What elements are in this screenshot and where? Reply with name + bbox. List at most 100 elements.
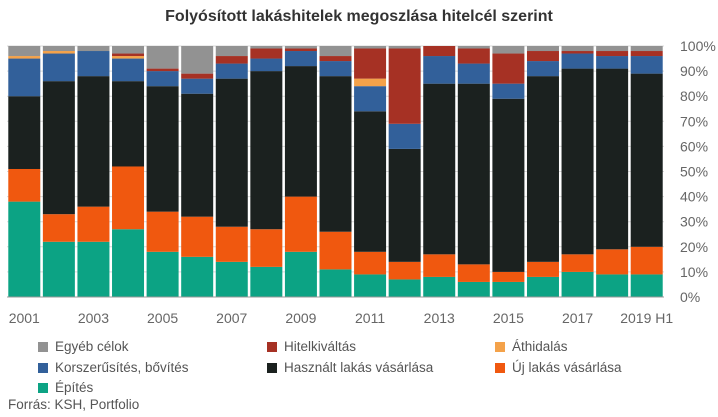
bar-segment [319, 269, 352, 297]
bar-segment [492, 83, 525, 99]
y-tick-label: 50% [680, 164, 708, 180]
bar-segment [354, 251, 387, 275]
bar-segment [457, 83, 490, 265]
bar-segment [8, 201, 41, 297]
bar-segment [77, 51, 110, 77]
bar-segment [42, 53, 75, 82]
bar-segment [8, 46, 41, 57]
bar-segment [250, 58, 283, 72]
bar-segment [492, 53, 525, 84]
bar-segment [42, 46, 75, 52]
bar-segment [250, 71, 283, 230]
bar-segment [112, 58, 145, 82]
y-tick-label: 80% [680, 88, 708, 104]
bar-segment [423, 83, 456, 255]
y-tick-label: 20% [680, 239, 708, 255]
legend-item-egyeb-celok: Egyéb célok [38, 339, 129, 354]
bar-segment [215, 261, 248, 297]
bar-segment [146, 71, 179, 87]
bar-segment [457, 46, 490, 49]
legend-swatch-korszerusites [38, 362, 48, 373]
bar-segment [215, 46, 248, 57]
bar-segment [354, 111, 387, 252]
bar-segment [423, 254, 456, 277]
bar-segment [146, 68, 179, 72]
bar-segment [388, 279, 421, 297]
y-tick-label: 90% [680, 63, 708, 79]
legend-swatch-athidalas [495, 341, 505, 352]
legend-label-egyeb-celok: Egyéb célok [55, 339, 129, 354]
bar-segment [42, 241, 75, 297]
bar-segment [596, 46, 629, 52]
bar-segment [250, 266, 283, 297]
bar-segment [423, 56, 456, 84]
bar-segment [561, 254, 594, 272]
bar-segment [561, 46, 594, 52]
bar-segment [146, 211, 179, 252]
x-tick-label: 2009 [285, 310, 316, 326]
bar-segment [319, 56, 352, 62]
bar-segment [561, 68, 594, 255]
bar-segment [596, 51, 629, 57]
bar-segment [319, 76, 352, 232]
bar-segment [8, 58, 41, 97]
bar-segment [388, 48, 421, 124]
x-tick-label: 2017 [562, 310, 593, 326]
bar-segment [42, 214, 75, 242]
legend-label-epites: Építés [55, 380, 94, 395]
legend-item-epites: Építés [38, 380, 93, 395]
bar-segment [596, 68, 629, 250]
bar-segment [423, 46, 456, 57]
bar-segment [630, 73, 663, 247]
bar-segment [77, 76, 110, 207]
bar-segment [112, 46, 145, 54]
bar-segment [354, 48, 387, 79]
bar-segment [388, 46, 421, 49]
bar-segment [215, 56, 248, 64]
bar-segment [146, 251, 179, 297]
bar-segment [561, 51, 594, 54]
y-tick-label: 100% [680, 38, 716, 54]
bar-segment [492, 46, 525, 54]
bar-segment [42, 81, 75, 215]
bar-segment [77, 46, 110, 52]
x-tick-label: 2011 [355, 310, 385, 326]
bar-segment [8, 56, 41, 59]
legend-label-korszerusites: Korszerűsítés, bővítés [55, 360, 189, 375]
bar-segment [457, 63, 490, 84]
bar-segment [77, 206, 110, 242]
bar-segment [526, 261, 559, 277]
bar-segment [492, 271, 525, 282]
bar-segment [146, 46, 179, 69]
x-tick-label: 2007 [216, 310, 247, 326]
legend-swatch-hitelkivaltas [267, 341, 277, 352]
chart-title: Folyósított lakáshitelek megoszlása hite… [165, 8, 553, 25]
bar-segment [561, 53, 594, 69]
bar-segment [181, 216, 214, 257]
bar-segment [526, 276, 559, 297]
x-tick-label: 2015 [493, 310, 524, 326]
bar-segment [146, 86, 179, 212]
x-tick-label: 2003 [78, 310, 109, 326]
y-tick-label: 30% [680, 214, 708, 230]
legend-item-athidalas: Áthidalás [495, 339, 568, 354]
x-tick-label: 2019 H1 [620, 310, 673, 326]
y-tick-label: 60% [680, 138, 708, 154]
bar-segment [250, 229, 283, 267]
bar-segment [526, 76, 559, 262]
bar-segment [250, 46, 283, 49]
bar-segment [215, 63, 248, 79]
bar-segment [181, 46, 214, 74]
legend-label-hasznalt-lakas: Használt lakás vásárlása [284, 360, 434, 375]
legend-swatch-uj-lakas [495, 362, 505, 373]
bar-segment [354, 78, 387, 87]
bar-segment [112, 53, 145, 57]
bar-segment [388, 148, 421, 262]
bar-segment [181, 73, 214, 79]
bar-segment [284, 196, 317, 252]
y-tick-label: 10% [680, 264, 708, 280]
legend-swatch-hasznalt-lakas [267, 362, 277, 373]
bar-segment [630, 46, 663, 52]
bar-segment [215, 226, 248, 262]
